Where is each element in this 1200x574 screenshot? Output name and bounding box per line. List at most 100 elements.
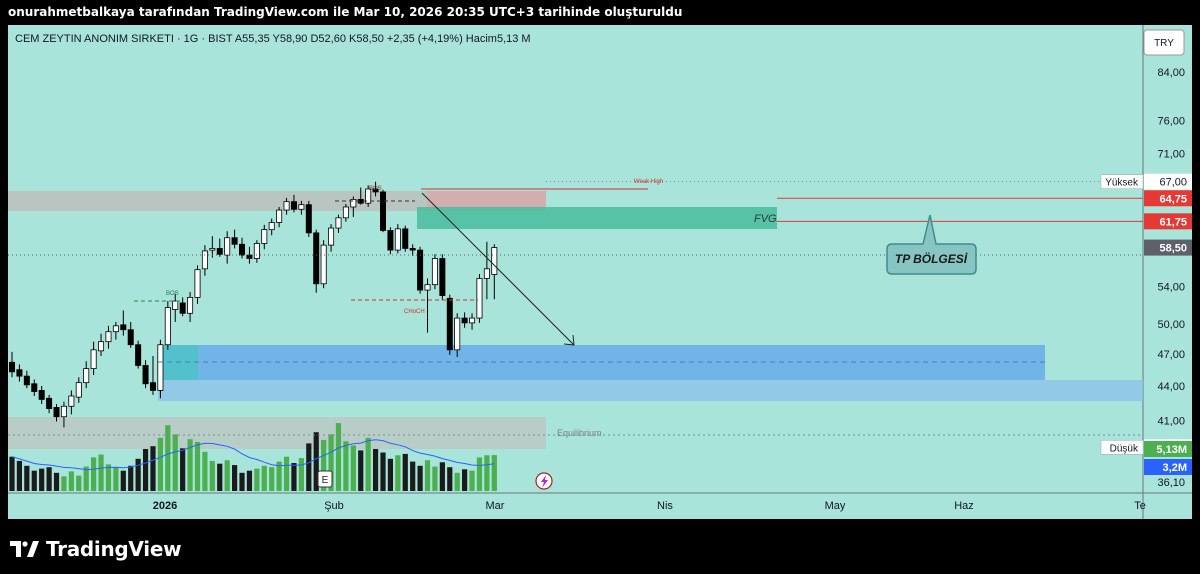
volume-bar bbox=[484, 455, 490, 491]
demand-zone-lower[interactable] bbox=[158, 380, 1143, 401]
candle-down bbox=[46, 397, 53, 409]
volume-bar bbox=[180, 448, 186, 491]
tp-callout[interactable] bbox=[886, 214, 977, 275]
volume-bar bbox=[194, 442, 201, 491]
candle-down bbox=[417, 249, 424, 291]
time-axis[interactable]: 2026 Şub Mar Nis May Haz Te bbox=[153, 500, 1146, 512]
candle-up bbox=[253, 243, 260, 259]
price-axis-background bbox=[1143, 25, 1192, 493]
candle-down bbox=[31, 383, 38, 392]
footer-bar bbox=[0, 520, 1200, 574]
candle-down bbox=[38, 390, 45, 400]
volume-bar bbox=[291, 463, 297, 491]
price-chart[interactable]: BOS BOS CHoCH Weak High Equilibrium FVG … bbox=[8, 25, 1192, 519]
volume-bar bbox=[76, 475, 82, 491]
volume-bar bbox=[306, 443, 312, 491]
volume-bar bbox=[491, 455, 497, 491]
volume-bar bbox=[46, 467, 52, 491]
volume-bar bbox=[350, 445, 356, 491]
volume-tag-label: 3,2M bbox=[1163, 462, 1187, 474]
candle-down bbox=[179, 302, 186, 314]
tradingview-logo[interactable]: TradingView bbox=[10, 537, 182, 561]
candle-down bbox=[216, 248, 223, 255]
equilibrium-zone bbox=[8, 417, 546, 449]
candle-up bbox=[98, 341, 105, 352]
candle-up bbox=[60, 405, 67, 418]
volume-bar bbox=[187, 439, 193, 491]
candle-down bbox=[387, 230, 394, 251]
candle-down bbox=[16, 369, 23, 377]
volume-bar bbox=[91, 457, 97, 491]
volume-bar bbox=[217, 463, 223, 491]
volume-bar bbox=[269, 467, 275, 491]
side-label: Düşük bbox=[1110, 443, 1139, 454]
fvg-zone[interactable] bbox=[417, 207, 777, 229]
volume-bar bbox=[454, 472, 460, 491]
volume-bar bbox=[276, 461, 282, 491]
volume-bar bbox=[410, 461, 416, 491]
candle-up bbox=[469, 317, 476, 324]
candle-up bbox=[454, 317, 461, 351]
caption-bar: onurahmetbalkaya tarafından TradingView.… bbox=[0, 0, 1200, 24]
candle-up bbox=[90, 349, 97, 370]
price-tag-label: 58,50 bbox=[1159, 243, 1187, 255]
candle-up bbox=[261, 229, 268, 244]
candle-up bbox=[365, 188, 372, 204]
candle-up bbox=[320, 244, 327, 285]
volume-bar bbox=[328, 434, 334, 491]
earnings-marker[interactable] bbox=[317, 470, 333, 488]
side-label-box bbox=[1100, 174, 1144, 189]
volume-bar bbox=[120, 470, 126, 491]
candle-up bbox=[350, 199, 357, 208]
price-tag bbox=[1144, 190, 1192, 207]
candle-up bbox=[172, 300, 179, 310]
time-tick-label: Haz bbox=[954, 500, 974, 512]
candles-layer bbox=[8, 181, 498, 428]
volume-bar bbox=[232, 465, 238, 491]
candle-up bbox=[476, 278, 483, 319]
volume-layer bbox=[9, 423, 497, 491]
candle-up bbox=[298, 204, 305, 210]
candle-up bbox=[424, 284, 431, 291]
volume-bar bbox=[343, 441, 349, 491]
candle-up bbox=[201, 250, 208, 270]
candle-down bbox=[142, 365, 149, 385]
price-tick-label: 47,00 bbox=[1157, 349, 1185, 361]
currency-button-label: TRY bbox=[1154, 38, 1174, 49]
candle-down bbox=[8, 361, 15, 373]
volume-bar bbox=[150, 446, 156, 491]
time-tick-label: Şub bbox=[324, 500, 344, 512]
trend-arrow-head bbox=[563, 334, 575, 346]
candle-up bbox=[75, 382, 82, 398]
time-axis-background bbox=[8, 493, 1192, 519]
candle-down bbox=[379, 191, 386, 231]
candle-down bbox=[461, 317, 468, 324]
volume-bar bbox=[387, 458, 394, 491]
volume-bar bbox=[380, 452, 386, 491]
volume-bar bbox=[476, 457, 483, 491]
price-tick-label: 50,00 bbox=[1157, 319, 1185, 331]
volume-bar bbox=[313, 432, 319, 491]
volume-tag-label: 5,13M bbox=[1156, 444, 1187, 456]
candle-down bbox=[23, 375, 30, 386]
price-tick-label: 36,10 bbox=[1157, 477, 1185, 489]
candle-down bbox=[135, 344, 142, 366]
volume-bar bbox=[372, 449, 379, 491]
volume-bar bbox=[83, 466, 89, 491]
currency-button[interactable] bbox=[1143, 29, 1185, 56]
candle-up bbox=[83, 368, 90, 384]
candle-up bbox=[187, 296, 194, 314]
volume-bar bbox=[261, 465, 267, 491]
candle-up bbox=[394, 228, 401, 251]
volume-bar bbox=[298, 458, 304, 491]
candle-down bbox=[402, 228, 409, 249]
candle-down bbox=[446, 297, 453, 351]
candle-up bbox=[224, 237, 231, 256]
volume-tag bbox=[1144, 441, 1192, 457]
volume-bar bbox=[417, 465, 423, 491]
caption-text: onurahmetbalkaya tarafından TradingView.… bbox=[8, 5, 683, 19]
time-tick-label: Nis bbox=[657, 500, 673, 512]
volume-bar bbox=[68, 471, 74, 491]
volume-bar bbox=[98, 454, 104, 491]
time-tick-label: Te bbox=[1134, 500, 1146, 512]
